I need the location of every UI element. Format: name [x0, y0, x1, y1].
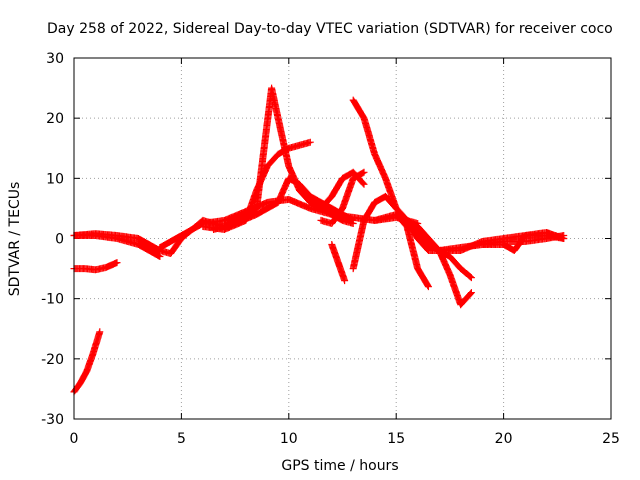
chart-title: Day 258 of 2022, Sidereal Day-to-day VTE…	[47, 21, 613, 37]
x-tick-label: 5	[177, 431, 186, 447]
x-tick-label: 10	[280, 431, 298, 447]
data-point-markers	[478, 229, 568, 254]
data-point-markers	[328, 241, 349, 285]
y-tick-label: -10	[41, 292, 64, 308]
series-arc-11	[317, 168, 368, 227]
plot-frame	[73, 57, 612, 420]
series-arc-16	[424, 241, 475, 282]
x-axis-ticks: 0 5 10 15 20 25	[70, 58, 620, 447]
y-tick-label: -30	[41, 412, 64, 428]
x-tick-label: 0	[70, 431, 79, 447]
y-tick-label: -20	[41, 352, 64, 368]
y-tick-label: 0	[55, 232, 64, 248]
series-arc-17	[478, 229, 568, 254]
y-axis-title: SDTVAR / TECUs	[7, 182, 23, 297]
y-axis-ticks: -30 -20 -10 0 10 20 30	[41, 51, 611, 428]
y-tick-label: 30	[46, 51, 64, 67]
series-arc-10	[328, 241, 349, 285]
x-tick-label: 15	[387, 431, 405, 447]
data-points	[70, 84, 568, 396]
x-tick-label: 20	[495, 431, 513, 447]
x-axis-title: GPS time / hours	[281, 458, 398, 474]
x-tick-label: 25	[602, 431, 620, 447]
data-point-markers	[317, 168, 368, 227]
y-tick-label: 10	[46, 171, 64, 187]
data-point-markers	[424, 241, 475, 282]
y-tick-label: 20	[46, 111, 64, 127]
